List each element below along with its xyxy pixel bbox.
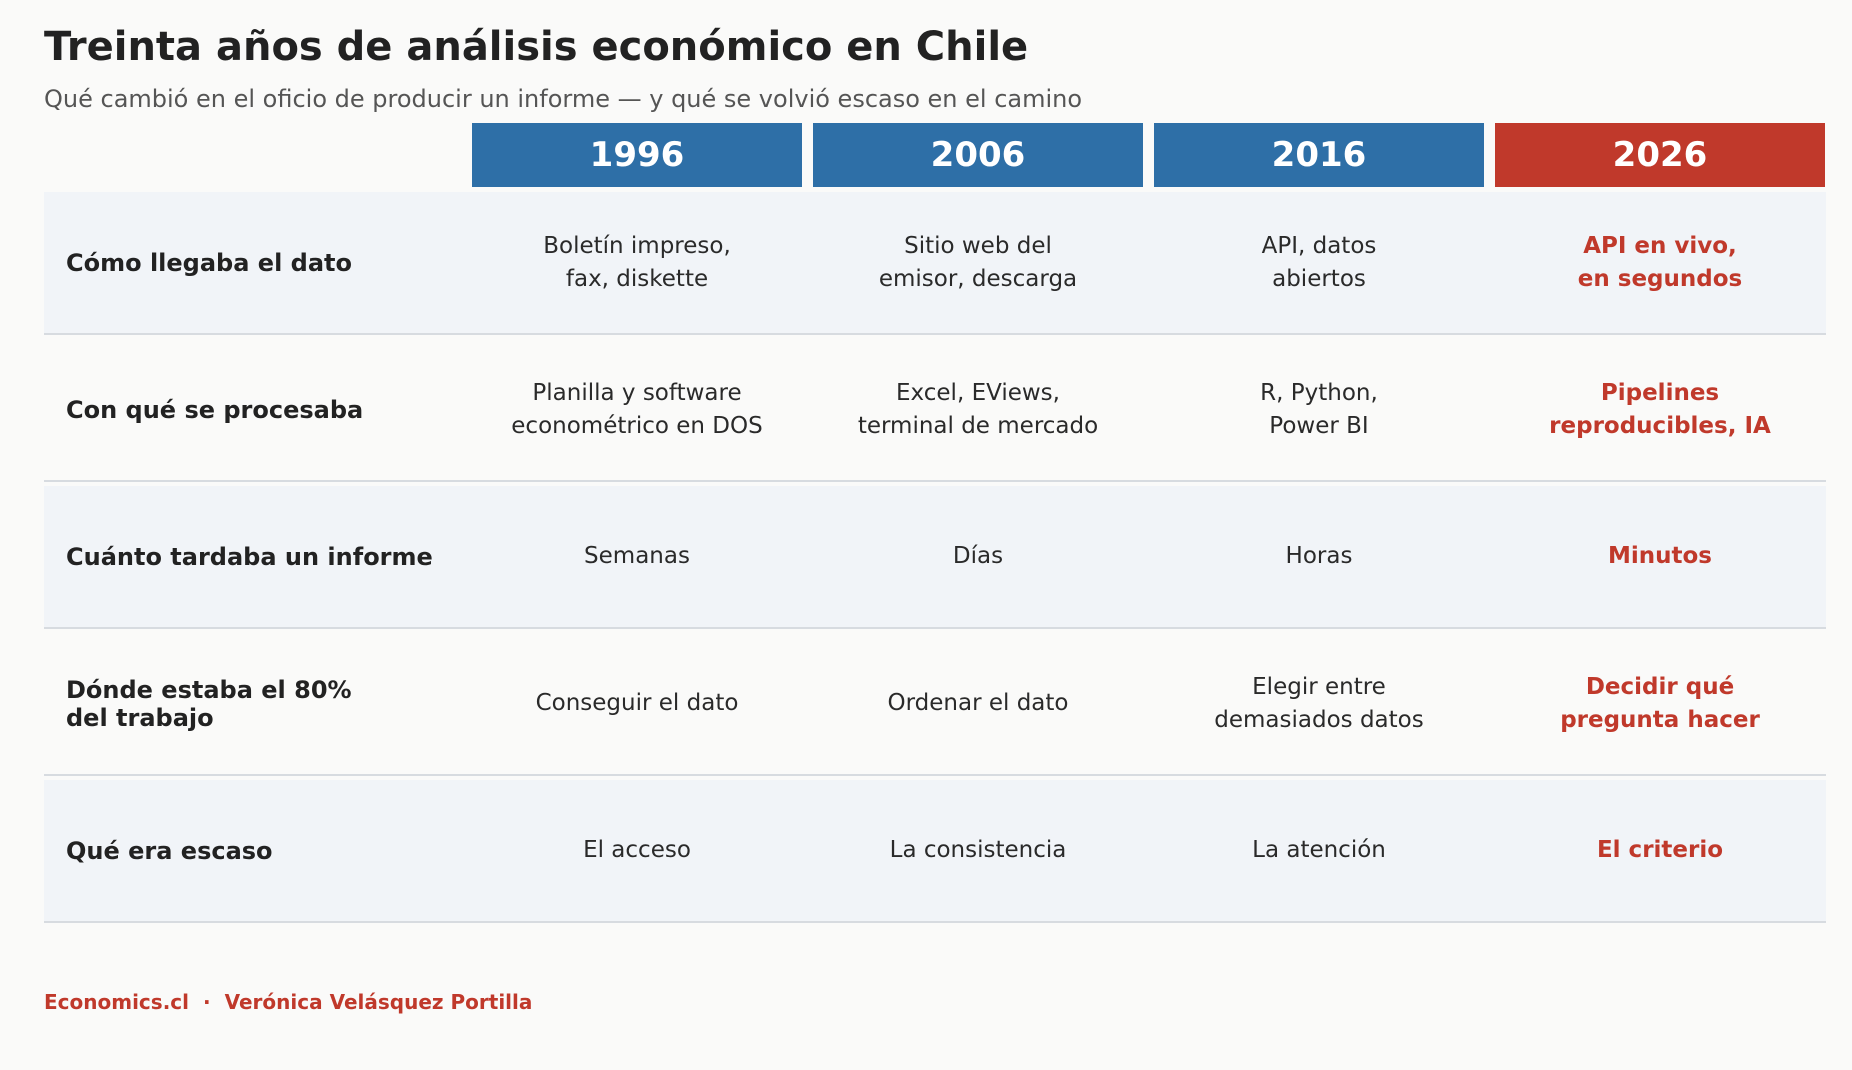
row-label: Cómo llegaba el dato — [66, 248, 352, 277]
table-cell-2016: API, datos abiertos — [1261, 232, 1377, 292]
table-cell-2006: Sitio web del emisor, descarga — [878, 232, 1078, 292]
table-row: Cuánto tardaba un informe Semanas Días Hora… — [44, 486, 1826, 629]
row-label: Dónde estaba el 80% del trabajo — [66, 675, 352, 732]
year-header-2016: 2016 — [1154, 123, 1484, 187]
year-header-2026: 2026 — [1495, 123, 1825, 187]
page-subtitle: Qué cambió en el oficio de producir un i… — [44, 85, 1083, 113]
table-cell-2006: Excel, EViews, terminal de mercado — [857, 379, 1099, 439]
table-cell-2006: Ordenar el dato — [887, 690, 1069, 716]
table-cell-2026: Pipelines reproducibles, IA — [1549, 379, 1771, 439]
row-label: Qué era escaso — [66, 836, 273, 865]
table-cell-1996: El acceso — [583, 837, 691, 863]
footer-separator: · — [203, 990, 211, 1014]
footer-credit: Economics.cl · Verónica Velásquez Portilla — [44, 990, 532, 1014]
table-cell-2016: La atención — [1252, 837, 1386, 863]
year-header-1996: 1996 — [472, 123, 802, 187]
table-cell-2016: Horas — [1285, 543, 1353, 569]
table-cell-1996: Boletín impreso, fax, diskette — [543, 232, 731, 292]
table-cell-1996: Conseguir el dato — [535, 690, 739, 716]
table-cell-2006: Días — [952, 543, 1004, 569]
table-cell-1996: Semanas — [584, 543, 690, 569]
page-title: Treinta años de análisis económico en Ch… — [44, 24, 1029, 70]
table-cell-2026: Minutos — [1607, 543, 1712, 569]
table-cell-2006: La consistencia — [889, 837, 1067, 863]
table-cell-1996: Planilla y software econométrico en DOS — [511, 379, 763, 439]
table-cell-2026: El criterio — [1596, 837, 1724, 863]
table-cell-2026: Decidir qué pregunta hacer — [1560, 673, 1760, 733]
table-row: Con qué se procesaba Planilla y software … — [44, 339, 1826, 482]
footer-brand: Economics.cl — [44, 990, 189, 1014]
table-row: Dónde estaba el 80% del trabajo Conseguir… — [44, 633, 1826, 776]
table-cell-2016: R, Python, Power BI — [1260, 379, 1378, 439]
table-row: Cómo llegaba el dato Boletín impreso, fax… — [44, 192, 1826, 335]
year-header-2006: 2006 — [813, 123, 1143, 187]
row-label: Con qué se procesaba — [66, 395, 364, 424]
table-row: Qué era escaso El acceso La consistencia La… — [44, 780, 1826, 923]
table-cell-2016: Elegir entre demasiados datos — [1214, 673, 1424, 733]
footer-author: Verónica Velásquez Portilla — [224, 990, 533, 1014]
table-cell-2026: API en vivo, en segundos — [1577, 232, 1743, 292]
row-label: Cuánto tardaba un informe — [66, 542, 433, 571]
